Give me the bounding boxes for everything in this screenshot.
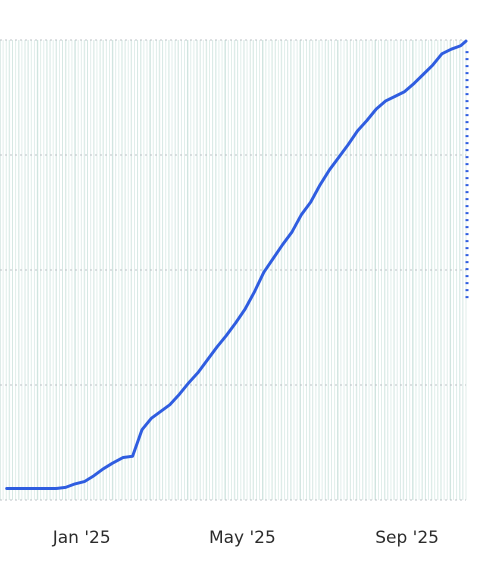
x-axis-tick-label: Sep '25 bbox=[375, 528, 439, 548]
series-line bbox=[5, 39, 468, 490]
x-axis-tick-label: Jan '25 bbox=[52, 528, 111, 548]
series-line-layer bbox=[5, 39, 469, 490]
horizontal-grid-layer bbox=[0, 39, 466, 501]
x-axis-tick-layer: Jan '25 May '25 Sep '25 bbox=[52, 528, 439, 548]
x-axis-tick-label: May '25 bbox=[209, 528, 276, 548]
